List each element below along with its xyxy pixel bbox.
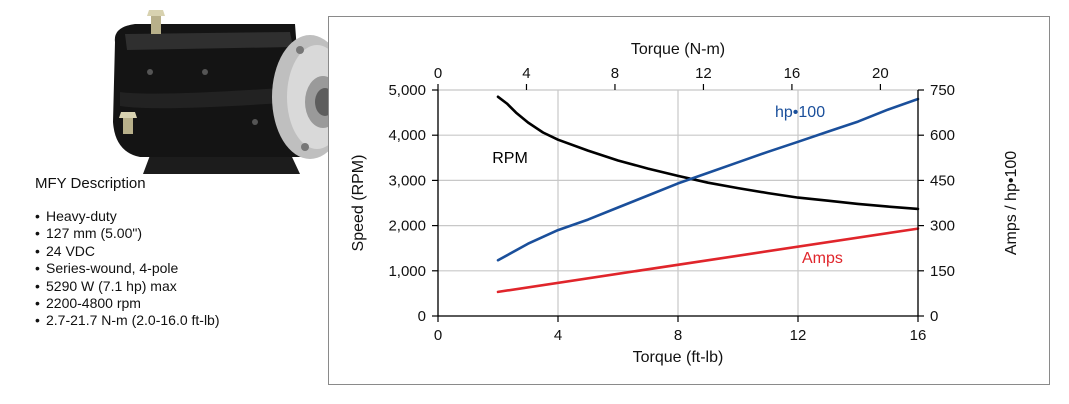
- y-tick-label: 0: [418, 308, 426, 325]
- y2-tick-label: 150: [930, 263, 955, 280]
- x2-tick-label: 8: [611, 65, 619, 82]
- chart-frame: [328, 16, 1050, 385]
- description-item: Heavy-duty: [35, 208, 325, 226]
- y-tick-label: 1,000: [388, 263, 426, 280]
- label-layer: 0 4 8 12 160 4 8 12 16 2001,0002,0003,0004,0005,0…: [350, 41, 1020, 366]
- motor-image: [113, 10, 348, 174]
- x2-axis-title: Torque (N-m): [631, 41, 725, 58]
- x-tick-label: 12: [790, 327, 807, 344]
- x2-tick-label: 12: [695, 65, 712, 82]
- y-tick-label: 4,000: [388, 127, 426, 144]
- x-tick-label: 8: [674, 327, 682, 344]
- axis-layer: [432, 84, 924, 322]
- series-label-hp-100: hp•100: [775, 104, 825, 121]
- y2-tick-label: 750: [930, 82, 955, 99]
- description-list: Heavy-duty 127 mm (5.00") 24 VDC Series-…: [35, 208, 325, 330]
- series-label-rpm: RPM: [492, 150, 528, 167]
- x2-tick-label: 20: [872, 65, 889, 82]
- series-line-amps: [496, 227, 920, 294]
- y-axis-title: Speed (RPM): [350, 155, 367, 252]
- x2-tick-label: 16: [784, 65, 801, 82]
- y-tick-label: 5,000: [388, 82, 426, 99]
- x2-tick-label: 0: [434, 65, 442, 82]
- description-item: 127 mm (5.00"): [35, 225, 325, 243]
- x-tick-label: 16: [910, 327, 927, 344]
- series-line-hp-100: [496, 97, 920, 262]
- y2-tick-label: 300: [930, 218, 955, 235]
- y2-tick-label: 600: [930, 127, 955, 144]
- description-item: 5290 W (7.1 hp) max: [35, 278, 325, 296]
- description-item: 24 VDC: [35, 243, 325, 261]
- description-item: 2200-4800 rpm: [35, 295, 325, 313]
- y2-axis-title: Amps / hp•100: [1003, 151, 1020, 255]
- x-axis-title: Torque (ft-lb): [633, 349, 724, 366]
- y-tick-label: 3,000: [388, 172, 426, 189]
- description-item: 2.7-21.7 N-m (2.0-16.0 ft-lb): [35, 312, 325, 330]
- x-tick-label: 0: [434, 327, 442, 344]
- y2-tick-label: 0: [930, 308, 938, 325]
- x-tick-label: 4: [554, 327, 562, 344]
- y2-tick-label: 450: [930, 172, 955, 189]
- series-label-amps: Amps: [802, 250, 843, 267]
- performance-chart: 0 4 8 12 160 4 8 12 16 2001,0002,0003,0004,0005,0…: [350, 41, 1020, 366]
- series-layer: [496, 95, 920, 294]
- x2-tick-label: 4: [522, 65, 530, 82]
- description-item: Series-wound, 4-pole: [35, 260, 325, 278]
- series-line-rpm: [496, 95, 920, 211]
- y-tick-label: 2,000: [388, 218, 426, 235]
- description-title: MFY Description: [35, 175, 146, 192]
- description-panel: MFY Description Heavy-duty 127 mm (5.00"…: [35, 175, 325, 330]
